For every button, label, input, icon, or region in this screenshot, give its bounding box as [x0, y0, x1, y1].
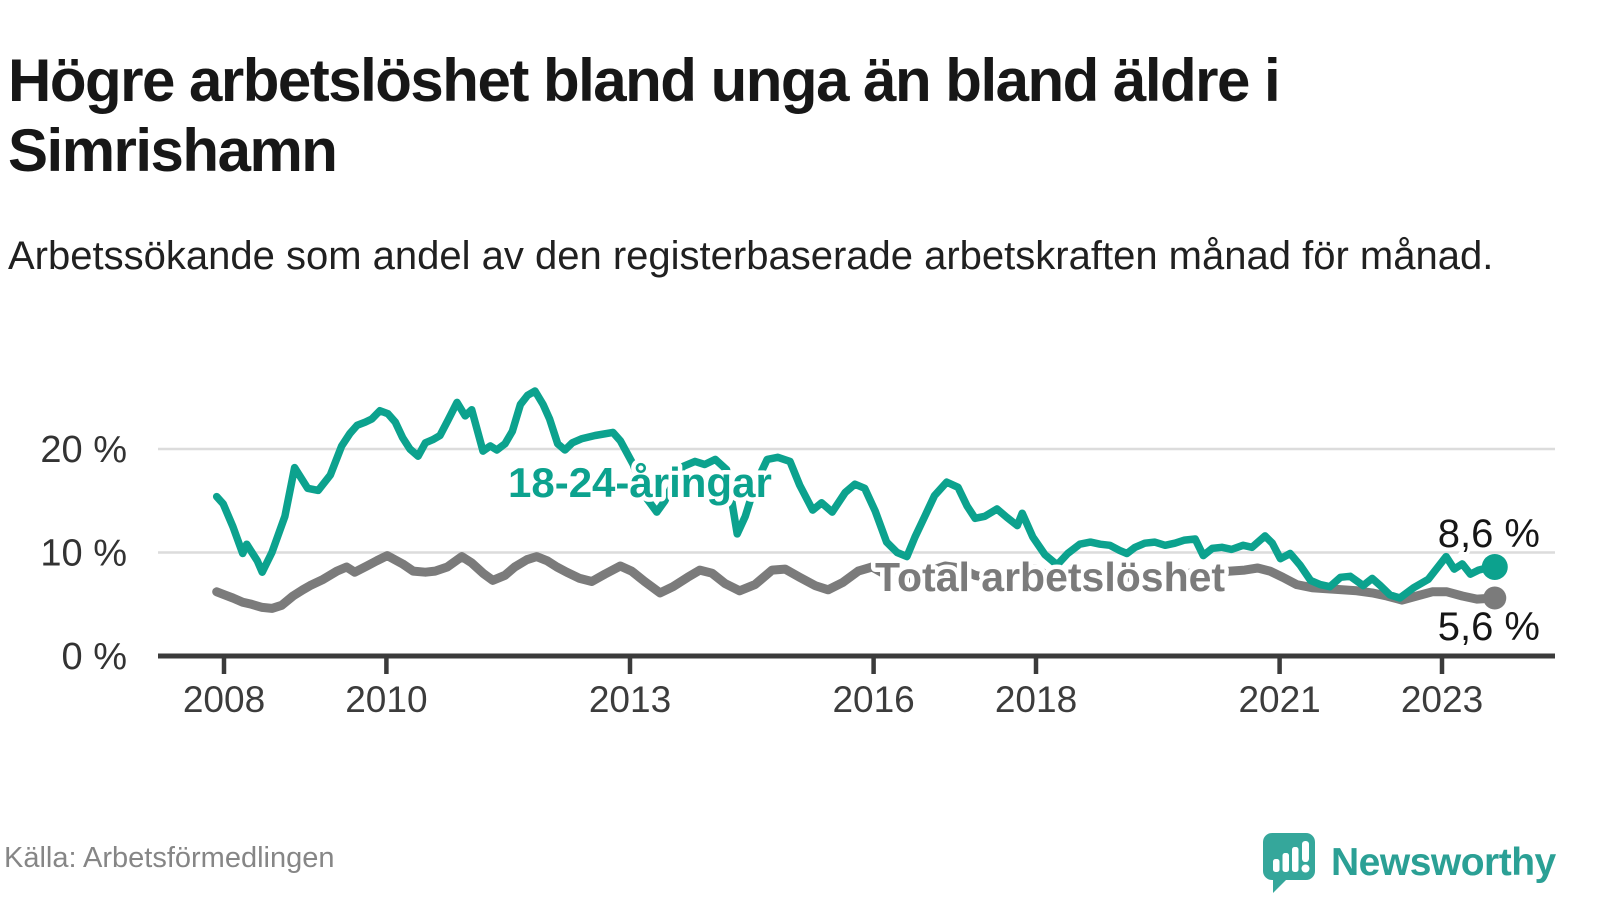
series-youth-label: 18-24-åringar	[508, 459, 772, 506]
x-axis-tick-label: 2013	[589, 679, 671, 720]
series-youth-end-dot	[1481, 553, 1508, 580]
newsworthy-logo: Newsworthy	[1262, 832, 1556, 894]
series-total-line	[212, 551, 1500, 613]
youth-end-value-label: 8,6 %	[1438, 512, 1540, 556]
newsworthy-logo-icon	[1262, 832, 1316, 894]
y-axis-label: 20 %	[40, 429, 127, 471]
x-axis-tick-label: 2008	[183, 679, 265, 720]
series-youth-line	[212, 387, 1499, 602]
y-axis-label: 0 %	[62, 636, 127, 678]
x-axis-tick-label: 2023	[1401, 679, 1483, 720]
x-axis-tick-label: 2016	[832, 679, 914, 720]
y-axis-label: 10 %	[40, 533, 127, 575]
page-title: Högre arbetslöshet bland unga än bland ä…	[8, 47, 1281, 185]
series-total-label: Total arbetslöshet	[875, 554, 1225, 600]
newsworthy-brand-name: Newsworthy	[1331, 841, 1556, 884]
x-axis-tick-label: 2018	[995, 679, 1077, 720]
page-subtitle: Arbetssökande som andel av den registerb…	[8, 234, 1494, 278]
x-axis-tick-label: 2010	[345, 679, 427, 720]
total-end-value-label: 5,6 %	[1438, 605, 1540, 649]
source-note: Källa: Arbetsförmedlingen	[4, 842, 335, 874]
x-axis-tick-label: 2021	[1238, 679, 1320, 720]
series-total-end-dot	[1483, 586, 1507, 610]
